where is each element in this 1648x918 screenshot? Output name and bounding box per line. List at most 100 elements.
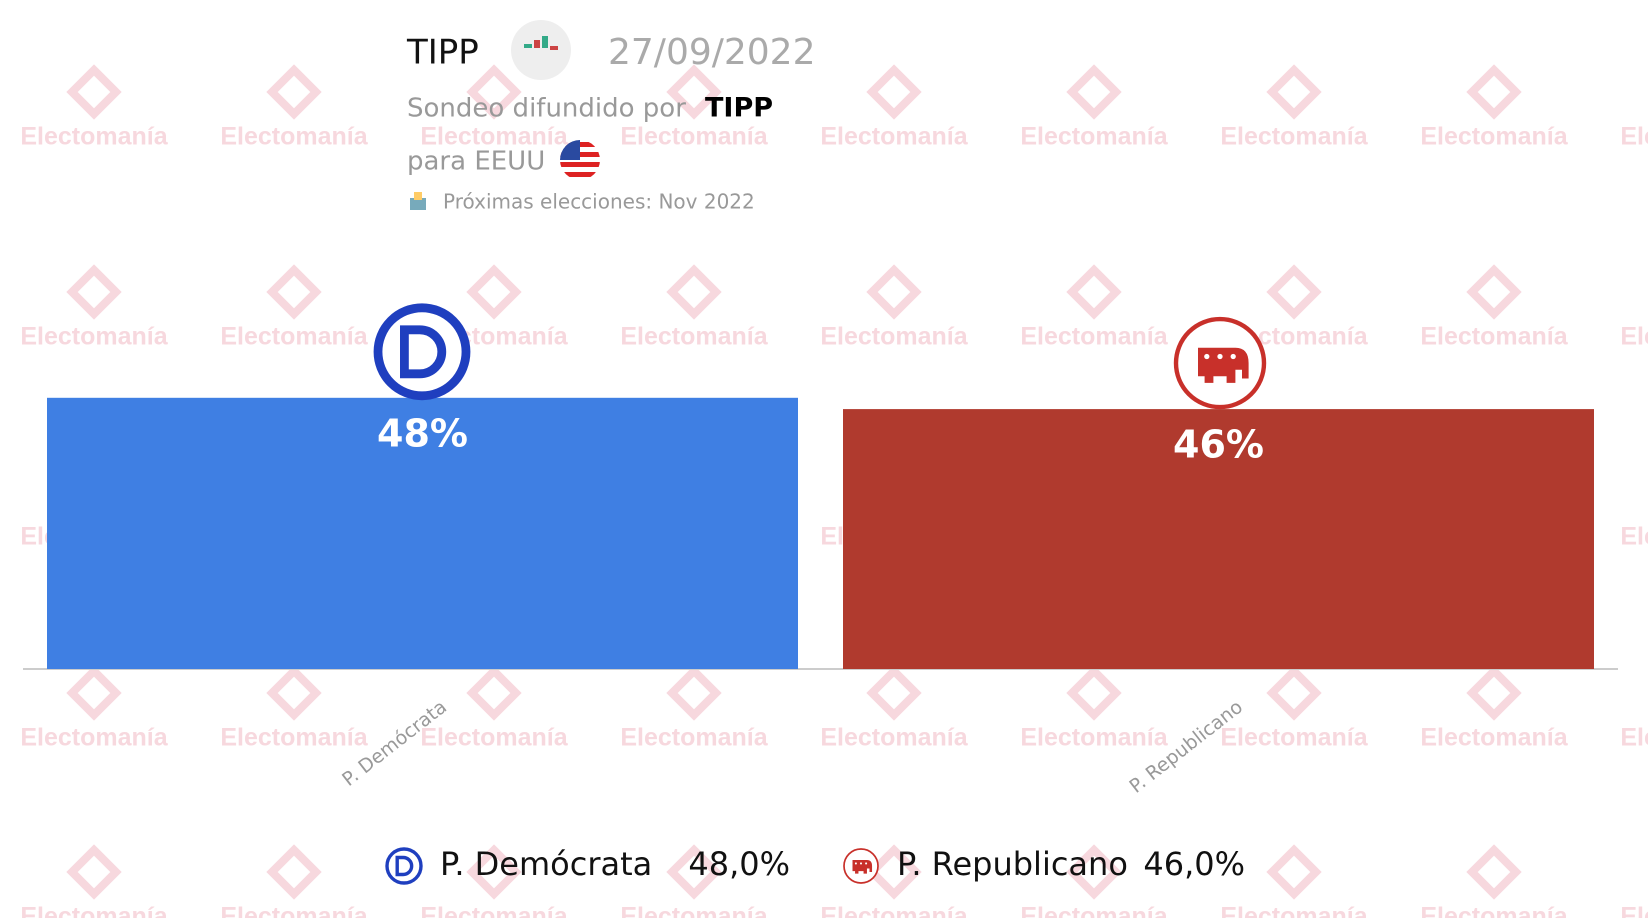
logo-d [395,855,414,877]
watermark-text: Electomanía [220,724,368,752]
watermark-logo [466,844,522,900]
watermark-text: Electomanía [820,724,968,752]
watermark-text: Electomanía [420,724,568,752]
date: 27/09/2022 [608,32,816,73]
published-by: Sondeo difundido por [407,94,686,124]
region: para EEUU [407,147,545,177]
watermark-logo [1066,264,1122,320]
bar [843,409,1594,669]
watermark-logo [666,665,722,721]
watermark-logo [1466,264,1522,320]
watermark-logo [1066,665,1122,721]
watermark-text: Electomanía [20,123,168,151]
watermark-text: Electomanía [220,903,368,918]
democrat-logo [373,303,471,401]
logo-ring [385,847,423,885]
watermark-logo [1266,264,1322,320]
watermark-text: Electomanía [1220,724,1368,752]
watermark-text: Electomanía [1420,903,1568,918]
logo-elephant [1198,347,1249,383]
watermark-text: Electomanía [20,724,168,752]
watermark-text: Electomanía [1220,123,1368,151]
watermark-logo [866,64,922,120]
watermark-text: Electomanía [1620,323,1648,351]
legend-label: P. Republicano [897,845,1128,883]
watermark-text: Electomanía [220,123,368,151]
watermark-text: Electomanía [20,903,168,918]
democrat-logo [385,847,423,885]
logo-star [1204,353,1210,360]
watermark-text: Electomanía [20,323,168,351]
logo-star [854,862,857,865]
watermark-logo [1266,844,1322,900]
ballot-icon [410,192,426,210]
watermark-text: Electomanía [1620,123,1648,151]
watermark-logo [1066,64,1122,120]
watermark-logo [266,844,322,900]
republican-logo [843,848,879,884]
watermark-logo [466,64,522,120]
pollster: TIPP [406,33,479,73]
watermark-text: Electomanía [1020,903,1168,918]
next-election: Próximas elecciones: Nov 2022 [443,190,755,214]
watermark-text: Electomanía [1020,123,1168,151]
watermark-logo [1066,844,1122,900]
watermark-logo [666,64,722,120]
watermark-text: Electomanía [1220,903,1368,918]
flag-icon [560,140,600,180]
watermark-logo [866,844,922,900]
watermark-text: Electomanía [220,323,368,351]
watermark-text: Electomanía [1620,724,1648,752]
watermark-logo [266,264,322,320]
watermark-text: Electomanía [820,323,968,351]
watermark-logo [666,264,722,320]
watermark-text: Electomanía [1620,523,1648,551]
logo-star [865,862,868,865]
logo-elephant [852,860,873,874]
watermark-logo [1266,665,1322,721]
watermark-text: Electomanía [620,123,768,151]
watermark-text: Electomanía [1420,123,1568,151]
logo-star [1217,353,1223,360]
watermark-logo [466,665,522,721]
legend-value: 48,0% [688,845,790,883]
bar [47,397,798,669]
legend-value: 46,0% [1143,845,1245,883]
watermark-logo [466,264,522,320]
legend-label: P. Demócrata [440,845,652,883]
watermark-logo [1466,64,1522,120]
logo-d [400,325,447,379]
watermark-logo [66,264,122,320]
watermark-logo [666,844,722,900]
watermark-text: Electomanía [420,123,568,151]
watermark-text: Electomanía [620,323,768,351]
watermark-logo [866,665,922,721]
watermark-text: Electomanía [820,123,968,151]
watermark-text: Electomanía [1420,323,1568,351]
watermark-text: Electomanía [1020,724,1168,752]
watermark-text: Electomanía [1620,903,1648,918]
watermark-logo [266,665,322,721]
logo-star [859,862,863,865]
watermark-text: Electomanía [1020,323,1168,351]
watermark-text: Electomanía [420,903,568,918]
logo-star [1230,353,1236,360]
watermark-text: Electomanía [620,724,768,752]
pollster-icon [511,20,571,80]
watermark-logo [66,665,122,721]
watermark-logo [66,64,122,120]
watermark-logo [1466,665,1522,721]
logo-ring [373,303,471,401]
watermark-logo [866,264,922,320]
value-label: 48% [377,411,468,455]
watermark-logo [1266,64,1322,120]
watermark-text: Electomanía [820,903,968,918]
watermark-text: Electomanía [620,903,768,918]
watermark-logo [266,64,322,120]
watermark-logo [66,844,122,900]
published-by-name: TIPP [705,93,773,124]
value-label: 46% [1173,423,1264,467]
republican-logo [1173,316,1267,410]
watermark-text: Electomanía [1420,724,1568,752]
watermark-logo [1466,844,1522,900]
